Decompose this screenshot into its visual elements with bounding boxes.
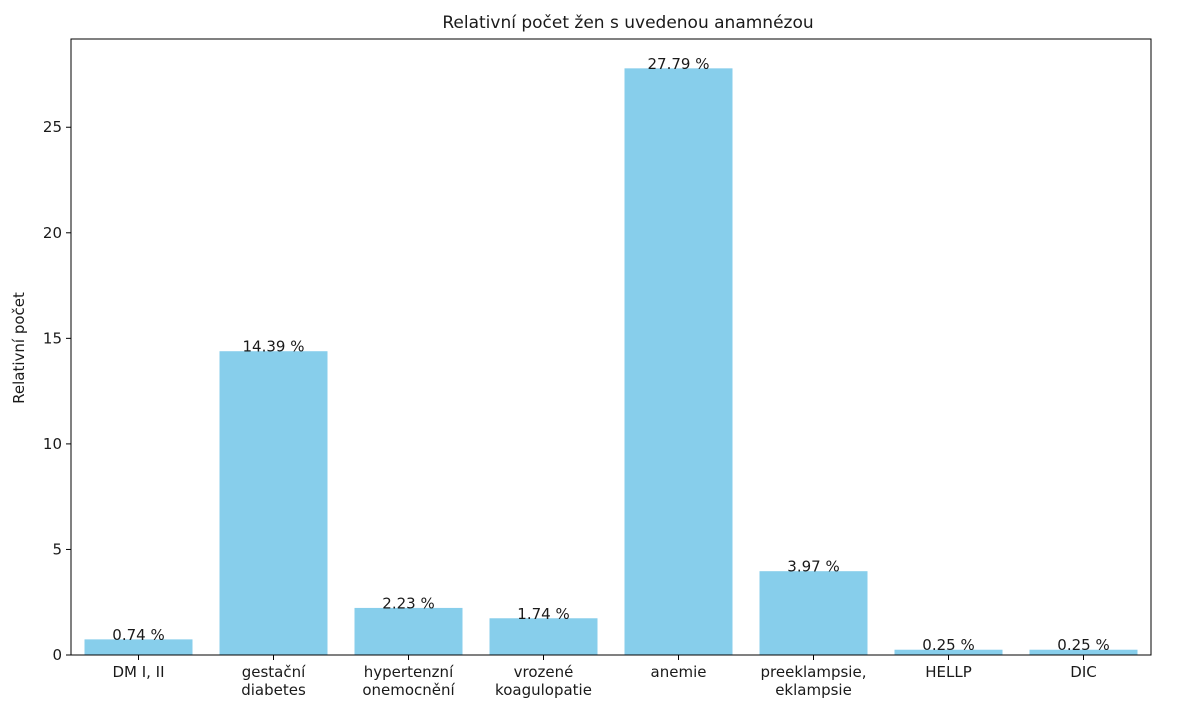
bar-value-label: 27.79 % <box>648 55 710 73</box>
x-tick-label: HELLP <box>925 663 972 681</box>
x-ticks-group: DM I, II gestační diabetes hypertenzní onemo… <box>112 655 1097 699</box>
bar-value-label: 3.97 % <box>787 558 839 576</box>
bar <box>1029 649 1138 655</box>
bar <box>489 618 598 655</box>
chart-title: Relativní počet žen s uvedenou anamnézou <box>442 13 813 33</box>
y-tick-label: 5 <box>52 540 62 558</box>
y-tick-label: 25 <box>43 118 62 136</box>
bar <box>759 571 868 655</box>
x-tick-label: anemie <box>651 663 707 681</box>
x-tick-label: preeklampsie, eklampsie <box>761 663 867 699</box>
x-tick-label: vrozené koagulopatie <box>495 663 592 699</box>
y-tick-label: 0 <box>52 646 62 664</box>
y-tick-label: 10 <box>43 435 62 453</box>
y-tick-label: 15 <box>43 329 62 347</box>
x-tick-label: DM I, II <box>112 663 164 681</box>
data-labels-group: 0.74 % 14.39 % 2.23 % 1.74 % 27.79 % 3.97 % 0.… <box>112 55 1109 654</box>
bar-value-label: 14.39 % <box>243 338 305 356</box>
bar <box>354 607 463 655</box>
bar <box>894 649 1003 655</box>
bar-value-label: 2.23 % <box>382 594 434 612</box>
x-tick-label: gestační diabetes <box>241 663 306 699</box>
bars-group <box>84 68 1138 656</box>
x-tick-label: hypertenzní onemocnění <box>362 663 455 699</box>
x-tick-label: DIC <box>1070 663 1096 681</box>
bar-value-label: 0.74 % <box>112 626 164 644</box>
plot-frame <box>70 38 1152 656</box>
bar <box>219 351 328 655</box>
bar <box>84 639 193 655</box>
bar-value-label: 1.74 % <box>517 605 569 623</box>
bar-value-label: 0.25 % <box>922 636 974 654</box>
bar <box>624 68 733 656</box>
y-ticks-group: 0 5 10 15 20 25 <box>43 118 71 664</box>
y-tick-label: 20 <box>43 224 62 242</box>
bar-value-label: 0.25 % <box>1057 636 1109 654</box>
y-axis-label: Relativní počet <box>10 292 28 404</box>
